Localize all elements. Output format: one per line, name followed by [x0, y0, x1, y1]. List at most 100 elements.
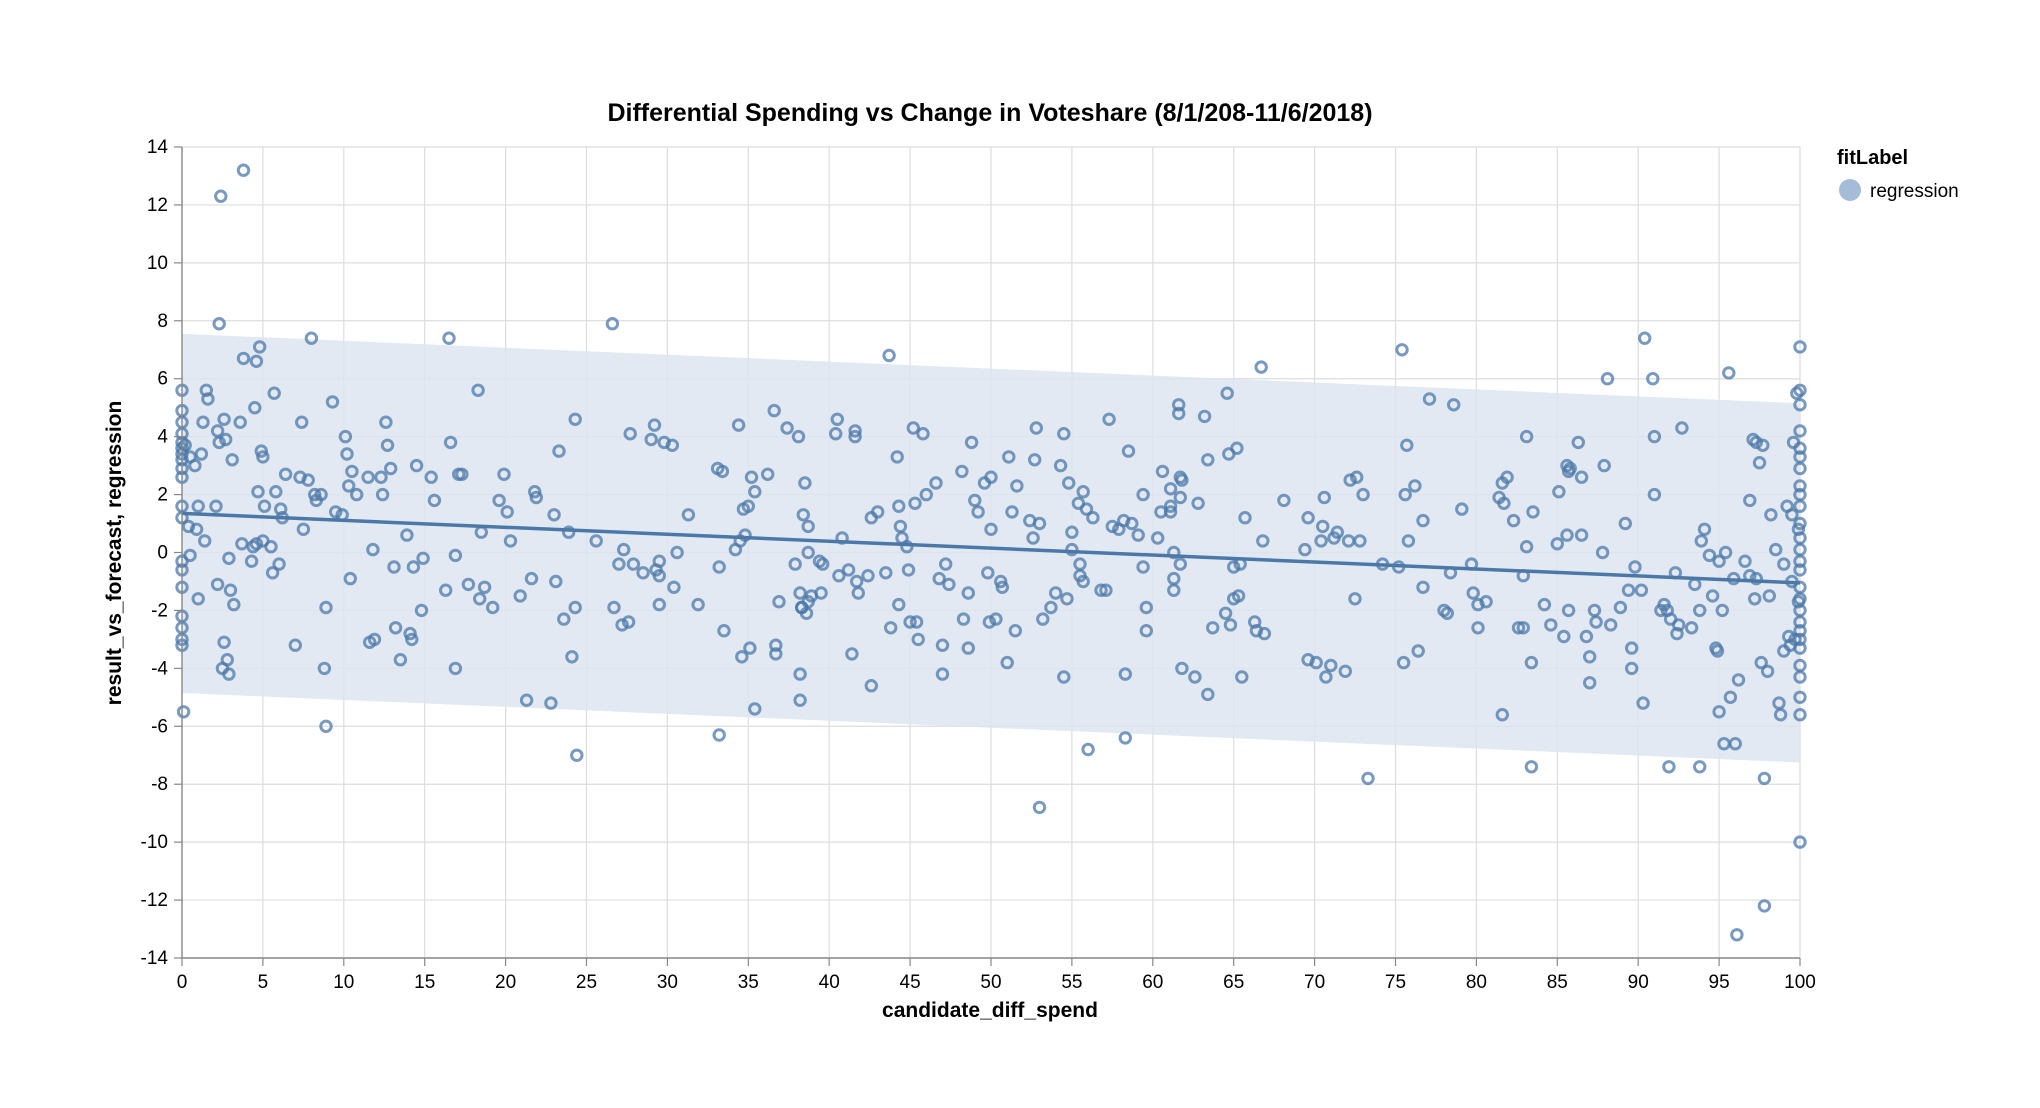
- data-point: [1026, 531, 1040, 545]
- data-point: [989, 612, 1003, 626]
- data-point: [1172, 406, 1186, 421]
- data-point: [832, 569, 846, 583]
- data-point: [1705, 589, 1720, 603]
- data-point: [1121, 444, 1136, 458]
- points-layer: [175, 163, 1807, 942]
- data-point: [906, 421, 920, 435]
- data-point: [387, 560, 401, 574]
- data-point: [1136, 487, 1150, 502]
- data-point: [900, 540, 914, 554]
- data-point: [1471, 621, 1485, 635]
- data-point: [455, 467, 469, 481]
- data-point: [379, 415, 393, 429]
- x-tick-label: 35: [738, 972, 759, 993]
- data-point: [1749, 571, 1764, 586]
- data-point: [1500, 470, 1514, 484]
- data-point: [744, 470, 759, 484]
- data-point: [1621, 583, 1636, 597]
- data-point: [1319, 670, 1333, 684]
- data-point: [1231, 589, 1246, 603]
- data-point: [1777, 557, 1791, 571]
- x-axis-title: candidate_diff_spend: [882, 999, 1098, 1022]
- data-point: [1479, 595, 1493, 609]
- data-point: [1793, 398, 1807, 412]
- data-point: [1131, 528, 1145, 542]
- data-point: [1125, 516, 1139, 531]
- data-point: [222, 551, 236, 565]
- data-point: [443, 435, 458, 450]
- data-point: [1793, 516, 1807, 531]
- data-point: [1081, 742, 1095, 757]
- data-point: [942, 577, 956, 592]
- data-point: [712, 560, 726, 574]
- data-point: [1793, 461, 1807, 476]
- data-point: [1625, 641, 1639, 655]
- data-point: [956, 612, 971, 626]
- data-point: [1636, 696, 1650, 710]
- data-point: [1557, 629, 1571, 644]
- chart-title: Differential Spending vs Change in Votes…: [607, 99, 1372, 127]
- data-point: [427, 493, 442, 508]
- data-point: [652, 554, 666, 568]
- data-point: [524, 571, 539, 586]
- data-point: [1793, 554, 1807, 568]
- data-point: [879, 566, 893, 580]
- data-point: [731, 418, 746, 432]
- legend: fitLabel regression: [1837, 147, 1959, 202]
- data-point: [265, 566, 280, 580]
- data-point: [342, 479, 356, 493]
- data-point: [235, 537, 249, 551]
- data-point: [568, 412, 582, 426]
- data-point: [665, 438, 679, 452]
- data-point: [801, 519, 815, 534]
- x-tick-label: 60: [1142, 972, 1163, 993]
- data-point: [1684, 621, 1699, 635]
- data-point: [1309, 655, 1323, 670]
- data-point: [890, 450, 904, 464]
- data-point: [1029, 421, 1044, 435]
- data-point: [903, 615, 917, 629]
- data-point: [1188, 670, 1202, 684]
- data-point: [1760, 664, 1775, 678]
- data-point: [196, 415, 210, 429]
- data-point: [1053, 458, 1068, 473]
- data-point: [617, 542, 631, 557]
- data-point: [667, 580, 681, 594]
- data-point: [314, 487, 328, 502]
- data-point: [1712, 554, 1726, 568]
- data-point: [1317, 490, 1332, 505]
- data-point: [1455, 502, 1469, 516]
- data-point: [1032, 516, 1047, 531]
- data-point: [652, 569, 666, 583]
- data-point: [1227, 560, 1241, 574]
- data-point: [1793, 835, 1807, 849]
- data-point: [375, 487, 390, 502]
- data-point: [1079, 502, 1094, 516]
- data-point: [176, 705, 191, 719]
- x-tick-label: 10: [333, 972, 354, 993]
- data-point: [1356, 487, 1370, 502]
- data-point: [1396, 655, 1411, 670]
- data-point: [1008, 624, 1022, 638]
- data-point: [178, 438, 192, 452]
- data-point: [1749, 435, 1764, 450]
- data-point: [1793, 441, 1807, 455]
- data-point: [1167, 571, 1181, 586]
- data-point: [544, 696, 558, 710]
- x-tick-label: 45: [900, 972, 921, 993]
- data-point: [1722, 366, 1736, 380]
- data-point: [1693, 760, 1707, 774]
- data-point: [236, 163, 251, 177]
- data-point: [1238, 511, 1252, 525]
- data-point: [1000, 655, 1014, 670]
- data-point: [1793, 424, 1807, 438]
- data-point: [345, 464, 359, 479]
- data-point: [528, 485, 542, 499]
- data-point: [1748, 592, 1762, 606]
- data-point: [570, 748, 584, 762]
- data-point: [1175, 473, 1189, 487]
- data-point: [769, 638, 783, 652]
- data-point: [908, 496, 922, 510]
- x-tick-label: 100: [1784, 972, 1816, 993]
